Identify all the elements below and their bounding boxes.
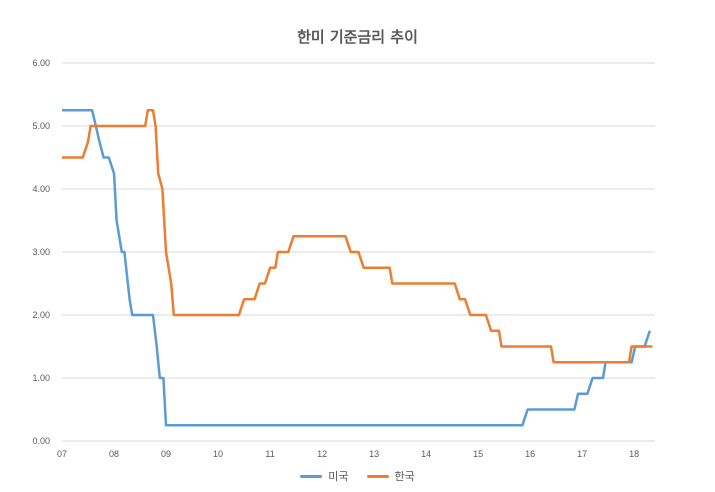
y-tick-label: 3.00 [32,247,50,257]
y-tick-label: 1.00 [32,373,50,383]
x-tick-label: 15 [473,449,483,459]
x-tick-label: 09 [161,449,171,459]
chart-title: 한미 기준금리 추이 [297,28,418,46]
legend-swatch-us [300,474,323,478]
legend-label-korea: 한국 [394,470,415,483]
y-tick-label: 5.00 [32,121,50,131]
legend-swatch-korea [366,474,389,478]
x-tick-label: 11 [265,449,274,459]
y-axis-ticks: 0.00 1.00 2.00 3.00 4.00 5.00 6.00 [32,58,50,446]
x-tick-label: 17 [577,449,587,459]
x-tick-label: 13 [369,449,379,459]
series-lines [62,109,653,427]
legend-item-us: 미국 [300,468,349,484]
series-line-korea [62,109,653,364]
y-tick-label: 2.00 [32,310,50,320]
x-axis-ticks: 07 08 09 10 11 12 13 14 15 16 17 18 [57,449,639,459]
x-tick-label: 14 [421,449,431,459]
x-tick-label: 16 [525,449,535,459]
x-tick-label: 10 [213,449,223,459]
y-tick-label: 0.00 [32,436,50,446]
x-tick-label: 12 [317,449,327,459]
x-tick-label: 08 [109,449,119,459]
legend: 미국 한국 [0,468,715,484]
x-tick-label: 07 [57,449,67,459]
x-tick-label: 18 [629,449,639,459]
series-line-us [62,109,651,427]
legend-label-us: 미국 [328,470,349,483]
y-tick-label: 6.00 [32,58,50,68]
legend-item-korea: 한국 [366,468,415,484]
y-tick-label: 4.00 [32,184,50,194]
